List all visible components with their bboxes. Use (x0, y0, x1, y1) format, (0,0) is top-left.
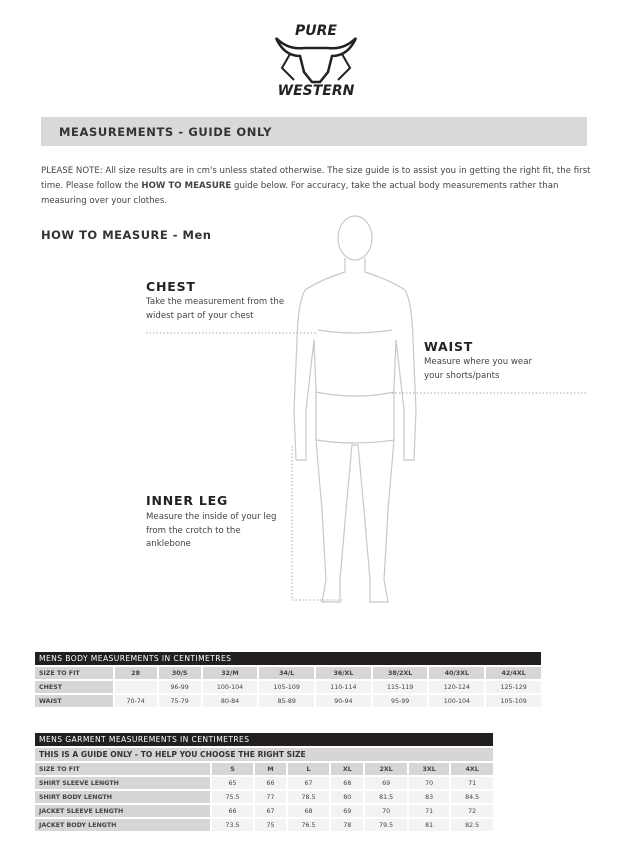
table-cell: 78.5 (287, 791, 330, 803)
row-label: JACKET SLEEVE LENGTH (35, 805, 210, 817)
table-cell: 72 (451, 805, 493, 817)
body-measurements-table: MENS BODY MEASUREMENTS IN CENTIMETRES SIZ… (33, 650, 543, 709)
table-cell: 73.5 (211, 819, 254, 831)
table-cell: 96-99 (158, 681, 201, 693)
table-cell: 105-109 (486, 695, 541, 707)
column-header: 36/XL (316, 667, 371, 679)
table-cell: 69 (365, 777, 407, 789)
table-cell: 81 (408, 819, 450, 831)
table-cell: 115-119 (372, 681, 428, 693)
table-cell: 70-74 (114, 695, 157, 707)
table-cell: 69 (331, 805, 364, 817)
column-header: 40/3XL (429, 667, 485, 679)
column-header: S (211, 763, 254, 775)
table-cell: 90-94 (316, 695, 371, 707)
table-cell: 67 (255, 805, 286, 817)
inner-leg-line (291, 446, 342, 601)
table-cell: 68 (331, 777, 364, 789)
column-header: SIZE TO FIT (35, 763, 210, 775)
table-cell: 80-84 (202, 695, 258, 707)
table-title: MENS BODY MEASUREMENTS IN CENTIMETRES (35, 652, 541, 665)
table-cell: 84.5 (451, 791, 493, 803)
svg-text:PURE: PURE (295, 23, 337, 39)
column-header: L (287, 763, 330, 775)
table-row: JACKET BODY LENGTH 73.5 75 76.5 78 79.5 81 82.5 (35, 819, 493, 831)
table-cell: 66 (211, 805, 254, 817)
table-cell: 83 (408, 791, 450, 803)
table-cell: 75.5 (211, 791, 254, 803)
table-cell: 77 (255, 791, 286, 803)
column-header: 28 (114, 667, 157, 679)
column-header: M (255, 763, 286, 775)
table-row: SHIRT BODY LENGTH 75.5 77 78.5 80 81.5 83 84.5 (35, 791, 493, 803)
table-cell: 71 (451, 777, 493, 789)
table-header-row: SIZE TO FIT S M L XL 2XL 3XL 4XL (35, 763, 493, 775)
table-subtitle: THIS IS A GUIDE ONLY - TO HELP YOU CHOOS… (35, 748, 493, 761)
section-header: MEASUREMENTS - GUIDE ONLY (41, 117, 587, 146)
table-row: JACKET SLEEVE LENGTH 66 67 68 69 70 71 72 (35, 805, 493, 817)
column-header: 38/2XL (372, 667, 428, 679)
table-cell: 75-79 (158, 695, 201, 707)
table-cell: 80 (331, 791, 364, 803)
table-cell: 66 (255, 777, 286, 789)
note-text: PLEASE NOTE: All size results are in cm'… (41, 166, 591, 191)
how-to-title: HOW TO MEASURE - Men (41, 228, 212, 242)
row-label: WAIST (35, 695, 113, 707)
waist-label: WAIST (424, 339, 474, 354)
note-text-end: guide below. For accuracy, take the actu… (41, 181, 559, 206)
table-cell: 81.5 (365, 791, 407, 803)
table-cell: 95-99 (372, 695, 428, 707)
table-cell: 75 (255, 819, 286, 831)
table-cell: 70 (408, 777, 450, 789)
column-header: 4XL (451, 763, 493, 775)
table-cell: 110-114 (316, 681, 371, 693)
table-cell (114, 681, 157, 693)
table-cell: 79.5 (365, 819, 407, 831)
table-cell: 82.5 (451, 819, 493, 831)
table-cell: 85-89 (259, 695, 315, 707)
column-header: SIZE TO FIT (35, 667, 113, 679)
body-figure (146, 215, 587, 603)
table-cell: 125-129 (486, 681, 541, 693)
table-row: SHIRT SLEEVE LENGTH 65 66 67 68 69 70 71 (35, 777, 493, 789)
column-header: 34/L (259, 667, 315, 679)
column-header: XL (331, 763, 364, 775)
table-cell: 120-124 (429, 681, 485, 693)
table-cell: 68 (287, 805, 330, 817)
table-row: WAIST 70-74 75-79 80-84 85-89 90-94 95-99 100-1… (35, 695, 541, 707)
row-label: CHEST (35, 681, 113, 693)
column-header: 30/S (158, 667, 201, 679)
waist-desc: Measure where you wear your shorts/pants (424, 357, 533, 381)
table-title: MENS GARMENT MEASUREMENTS IN CENTIMETRES (35, 733, 493, 746)
inner-leg-label: INNER LEG (146, 493, 229, 508)
chest-desc: Take the measurement from the widest par… (146, 297, 285, 321)
note-bold: HOW TO MEASURE (141, 181, 232, 191)
chest-label: CHEST (146, 279, 196, 294)
table-cell: 65 (211, 777, 254, 789)
table-header-row: SIZE TO FIT 28 30/S 32/M 34/L 36/XL 38/2XL 40/3… (35, 667, 541, 679)
column-header: 2XL (365, 763, 407, 775)
section-title: MEASUREMENTS - GUIDE ONLY (59, 125, 273, 139)
table-cell: 67 (287, 777, 330, 789)
table-cell: 100-104 (202, 681, 258, 693)
table-cell: 100-104 (429, 695, 485, 707)
table-cell: 71 (408, 805, 450, 817)
please-note: PLEASE NOTE: All size results are in cm'… (41, 164, 591, 209)
row-label: SHIRT SLEEVE LENGTH (35, 777, 210, 789)
svg-text:WESTERN: WESTERN (278, 83, 355, 98)
inner-leg-desc: Measure the inside of your leg from the … (146, 512, 277, 549)
logo: PURE WESTERN (268, 20, 364, 99)
column-header: 3XL (408, 763, 450, 775)
table-cell: 78 (331, 819, 364, 831)
table-cell: 105-109 (259, 681, 315, 693)
row-label: SHIRT BODY LENGTH (35, 791, 210, 803)
column-header: 42/4XL (486, 667, 541, 679)
column-header: 32/M (202, 667, 258, 679)
garment-measurements-table: MENS GARMENT MEASUREMENTS IN CENTIMETRES… (33, 731, 495, 833)
table-row: CHEST 96-99 100-104 105-109 110-114 115-119 12… (35, 681, 541, 693)
row-label: JACKET BODY LENGTH (35, 819, 210, 831)
table-cell: 70 (365, 805, 407, 817)
table-cell: 76.5 (287, 819, 330, 831)
